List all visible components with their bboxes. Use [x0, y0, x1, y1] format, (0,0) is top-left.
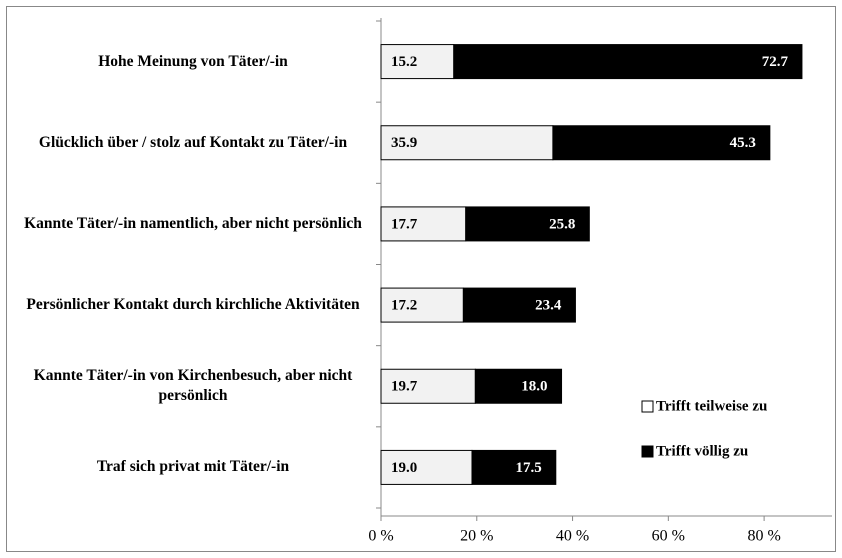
- value-label: 35.9: [391, 135, 417, 151]
- value-label: 18.0: [521, 379, 547, 395]
- value-label: 17.7: [391, 216, 418, 232]
- value-label: 45.3: [730, 135, 756, 151]
- value-label: 17.2: [391, 298, 417, 314]
- x-tick-label: 0 %: [368, 528, 393, 545]
- value-label: 17.5: [516, 460, 542, 476]
- value-label: 15.2: [391, 54, 417, 70]
- chart-border: [6, 6, 836, 552]
- bar-segment: [552, 125, 771, 161]
- bar-segment: [380, 206, 467, 242]
- value-label: 19.0: [391, 460, 417, 476]
- legend-label: Trifft teilweise zu: [656, 398, 767, 414]
- x-tick-label: 20 %: [460, 528, 493, 545]
- x-tick-label: 60 %: [652, 528, 685, 545]
- bar-segment: [380, 125, 554, 161]
- category-label: Persönlicher Kontakt durch kirchliche Ak…: [26, 296, 360, 314]
- category-label: Kannte Täter/-in von Kirchenbesuch, aber…: [33, 367, 353, 405]
- bar-segment: [453, 44, 803, 80]
- category-label: Traf sich privat mit Täter/-in: [96, 458, 290, 476]
- category-label: Hohe Meinung von Täter/-in: [98, 52, 288, 70]
- value-label: 19.7: [391, 379, 418, 395]
- value-label: 23.4: [535, 298, 562, 314]
- category-label: Kannte Täter/-in namentlich, aber nicht …: [24, 214, 362, 232]
- category-label: Glücklich über / stolz auf Kontakt zu Tä…: [38, 133, 348, 151]
- bar-segment: [471, 449, 557, 485]
- bar-segment: [380, 368, 476, 404]
- bar-segment: [474, 368, 563, 404]
- bar-segment: [462, 287, 576, 323]
- bar-segment: [380, 44, 455, 80]
- legend-swatch: [641, 445, 654, 458]
- legend-label: Trifft völlig zu: [656, 443, 748, 459]
- x-tick-label: 80 %: [747, 528, 780, 545]
- x-tick-label: 40 %: [556, 528, 589, 545]
- bar-segment: [380, 449, 473, 485]
- value-label: 25.8: [549, 216, 575, 232]
- legend-swatch: [641, 400, 654, 413]
- value-label: 72.7: [762, 54, 789, 70]
- bar-segment: [465, 206, 590, 242]
